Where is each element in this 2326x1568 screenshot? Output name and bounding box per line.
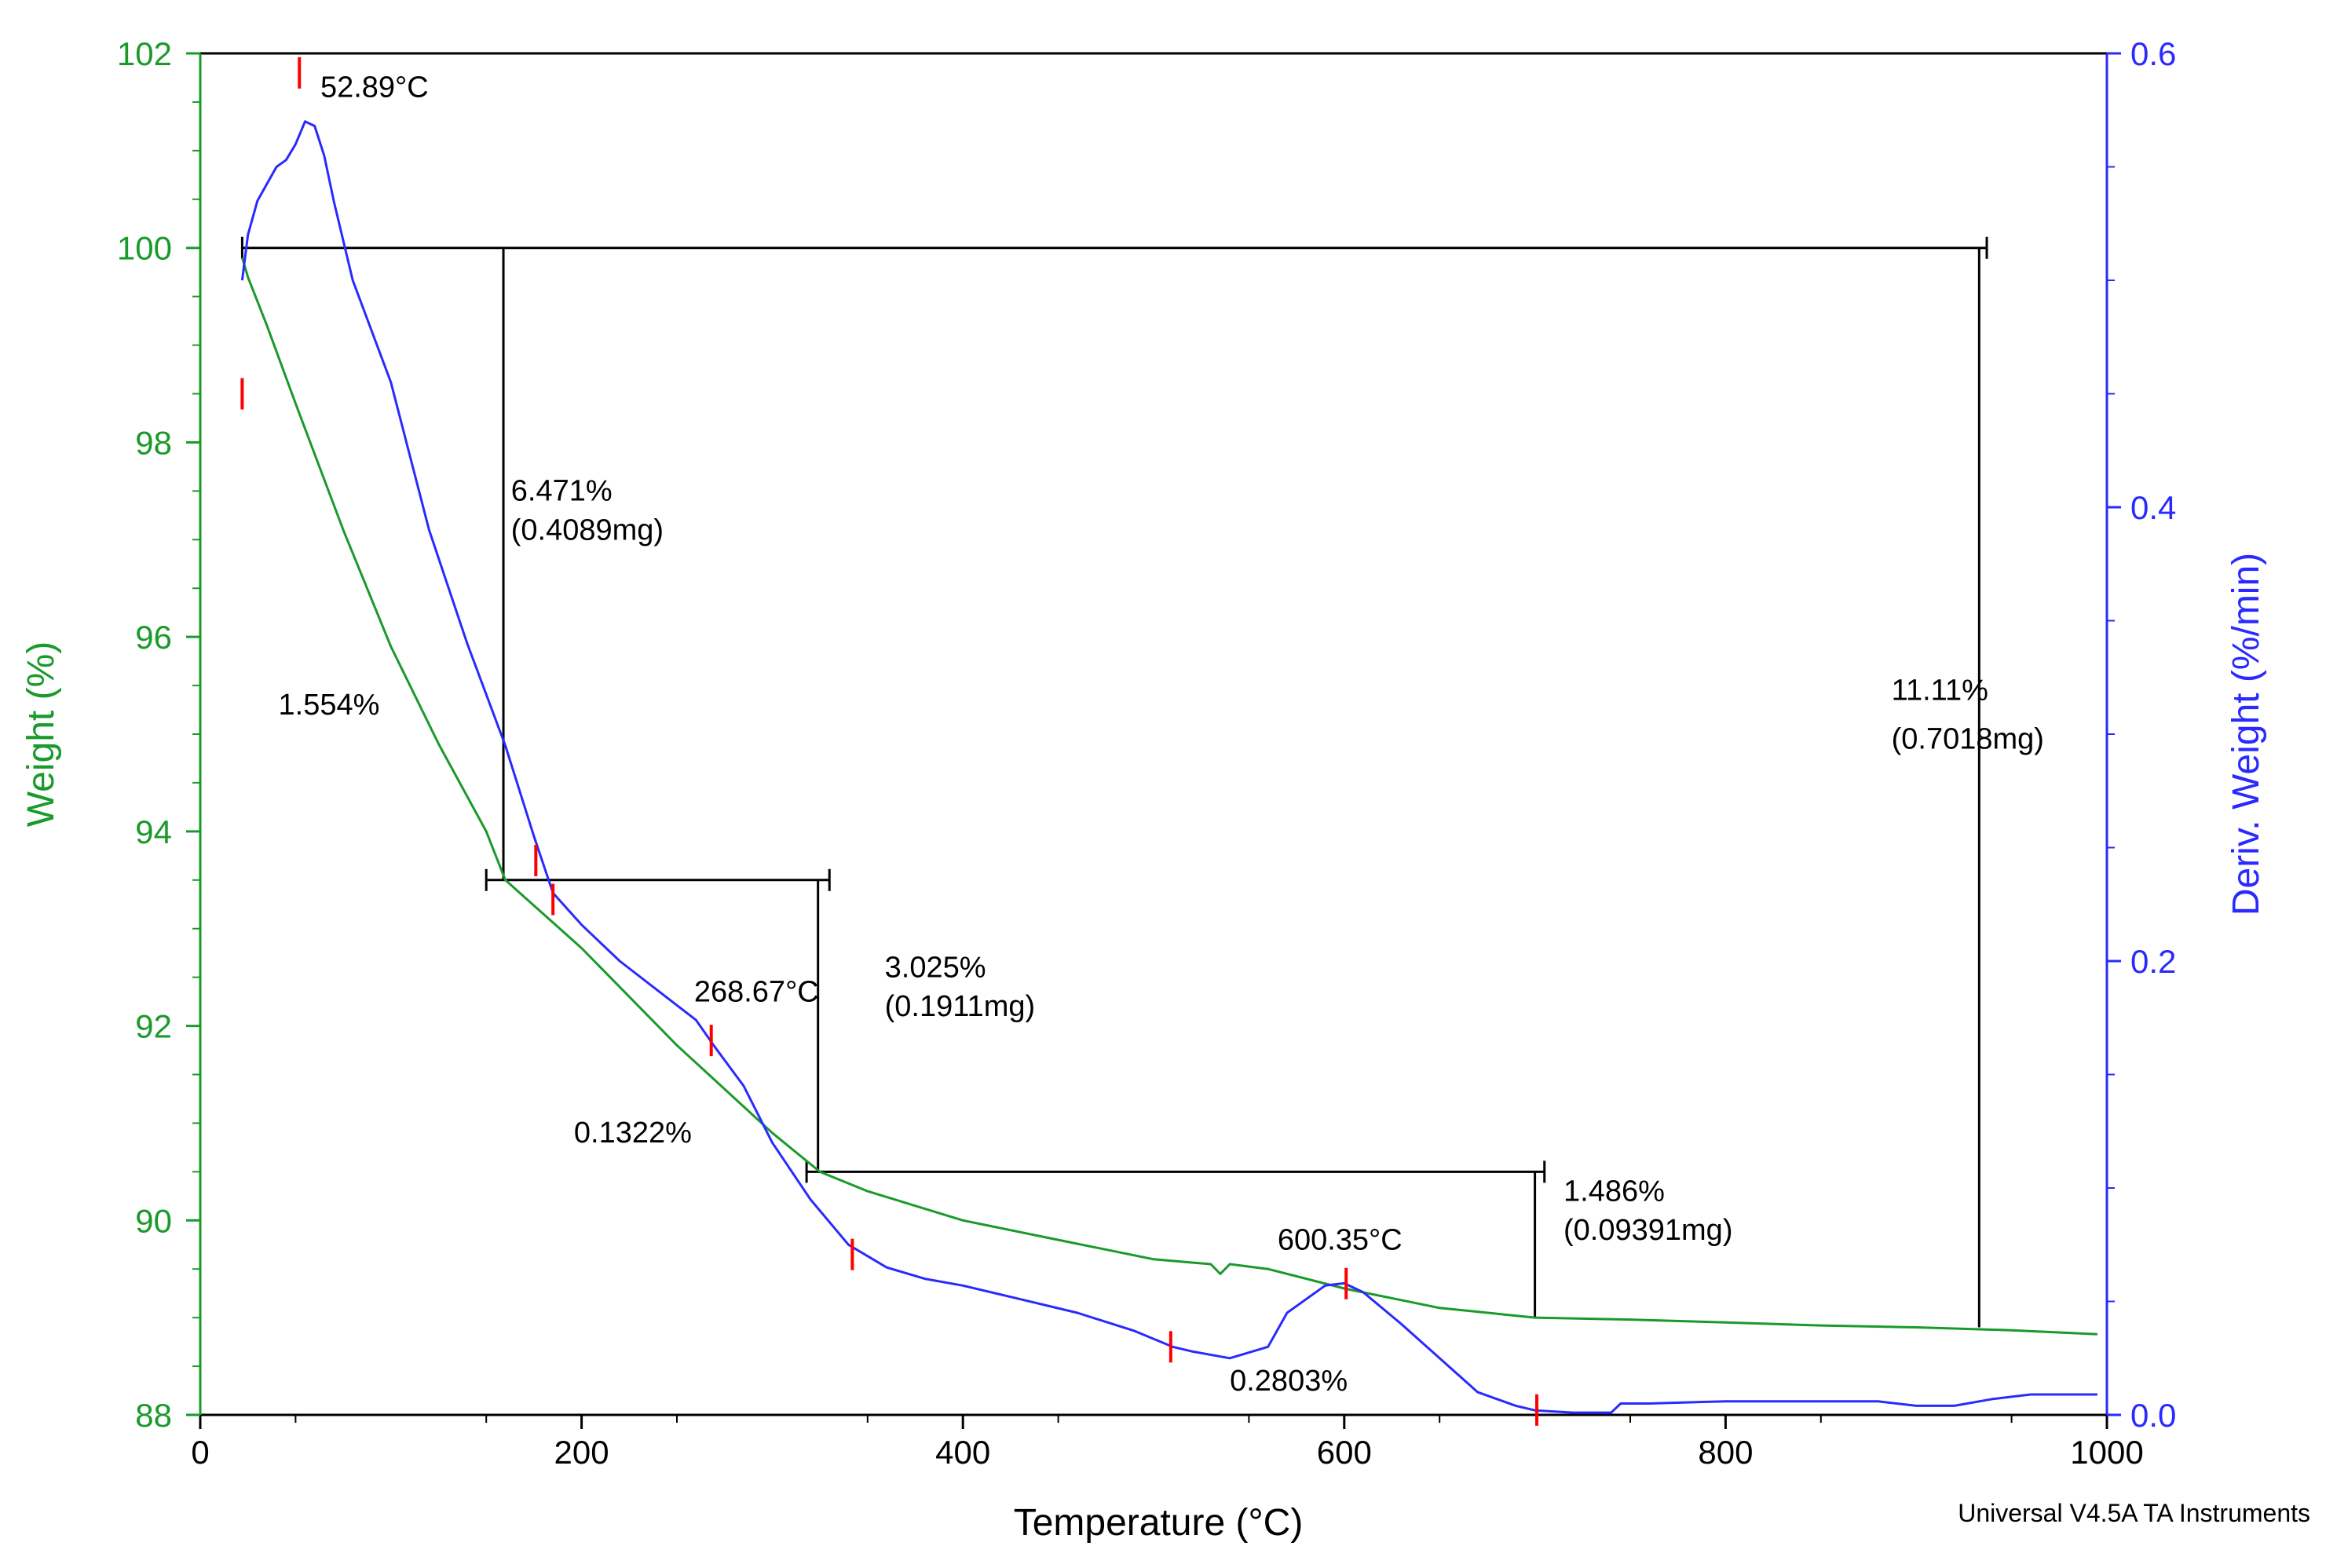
annotation-label: 3.025% (885, 952, 986, 985)
y-tick-label: 94 (135, 813, 172, 850)
y2-tick-label: 0.2 (2130, 943, 2176, 980)
x-tick-label: 400 (935, 1434, 990, 1471)
annotation-label: (0.7018mg) (1892, 723, 2044, 756)
y-tick-label: 98 (135, 424, 172, 461)
annotations-layer: 52.89°C 6.471% (0.4089mg) 1.554% 11.11% (0.70… (279, 71, 2044, 1398)
ticks-layer: 0 200 400 600 800 1000 88 90 92 94 96 98 100 102 0.0 0.… (117, 35, 2176, 1471)
x-tick-label: 1000 (2070, 1434, 2143, 1471)
weight-line (240, 257, 2097, 1336)
y-tick-label: 96 (135, 619, 172, 656)
y-tick-label: 90 (135, 1202, 172, 1239)
annotation-label: 1.554% (279, 689, 380, 722)
annotation-label: 6.471% (511, 475, 613, 508)
annotation-label: 11.11% (1892, 674, 1988, 707)
y2-tick-label: 0.4 (2130, 489, 2176, 526)
annotation-label: 0.2803% (1230, 1365, 1348, 1398)
annotation-label: (0.1911mg) (885, 990, 1036, 1023)
y-tick-label: 88 (135, 1397, 172, 1434)
annotation-label: (0.09391mg) (1563, 1214, 1732, 1247)
annotation-label: 52.89°C (320, 71, 429, 104)
deriv-weight-line (240, 120, 2097, 1414)
annotation-label: (0.4089mg) (511, 514, 664, 546)
y-tick-label: 100 (117, 230, 172, 267)
x-tick-label: 800 (1698, 1434, 1753, 1471)
x-tick-label: 0 (191, 1434, 209, 1471)
series-layer (240, 120, 2097, 1414)
software-footer: Universal V4.5A TA Instruments (1958, 1499, 2310, 1527)
y-tick-label: 92 (135, 1008, 172, 1045)
y2-axis-label: Deriv. Weight (%/min) (2225, 553, 2267, 916)
y-tick-label: 102 (117, 35, 172, 72)
annotation-label: 600.35°C (1278, 1223, 1403, 1256)
y2-tick-label: 0.0 (2130, 1397, 2176, 1434)
step-lines-layer (240, 236, 1988, 1328)
annotation-label: 0.1322% (574, 1117, 692, 1150)
annotation-label: 1.486% (1563, 1175, 1665, 1208)
plot-frame (199, 52, 2108, 1416)
x-axis-label: Temperature (°C) (1014, 1502, 1304, 1544)
x-tick-label: 200 (554, 1434, 609, 1471)
y2-tick-label: 0.6 (2130, 35, 2176, 72)
annotation-label: 268.67°C (694, 976, 819, 1009)
x-tick-label: 600 (1317, 1434, 1372, 1471)
y-axis-label: Weight (%) (20, 641, 62, 828)
markers-layer (240, 57, 1539, 1426)
